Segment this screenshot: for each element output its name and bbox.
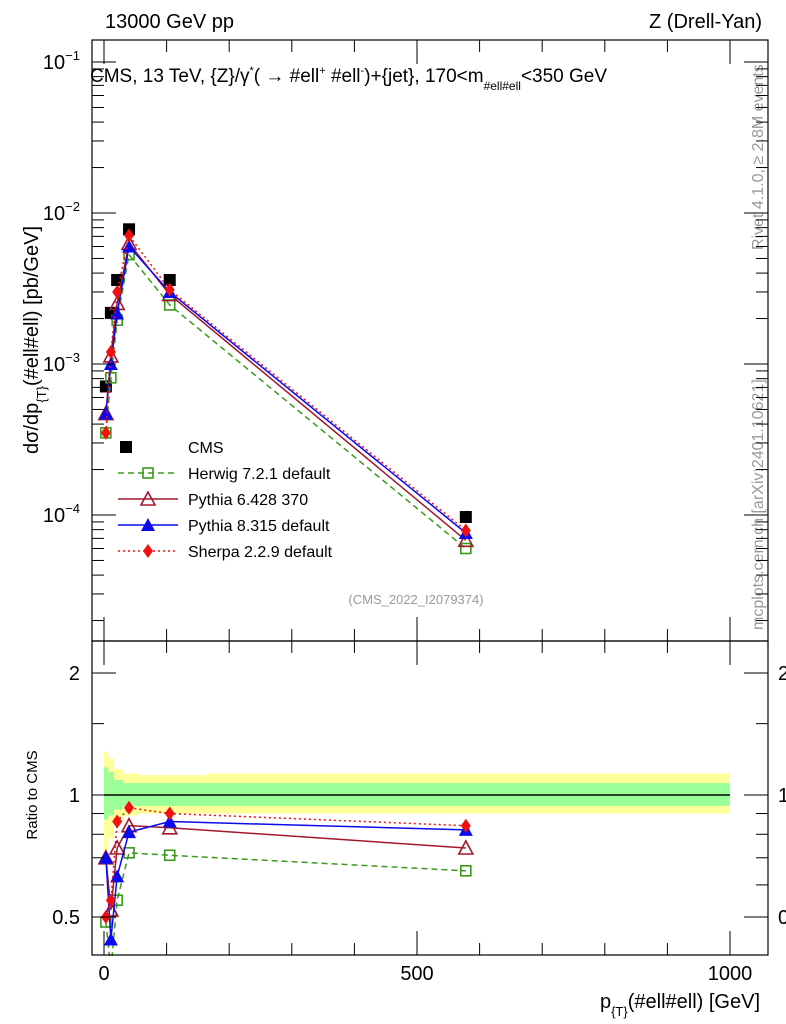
rivet-version-label: Rivet 4.1.0, ≥ 2.8M events xyxy=(750,64,767,250)
data-point-pythia-8-315-default xyxy=(110,306,125,320)
data-point-sherpa-2-2-9-default xyxy=(164,806,175,821)
ratio-y-tick-label-left: 2 xyxy=(69,663,80,685)
series-line-sherpa-2-2-9-default xyxy=(105,233,467,532)
ratio-y-tick-label-right: 0.5 xyxy=(778,907,786,929)
series-line-herwig-7-2-1-default xyxy=(105,852,466,971)
ratio-y-tick-label-right: 1 xyxy=(778,785,786,807)
uncertainty-band-green xyxy=(108,771,115,816)
data-point-herwig-7-2-1-default xyxy=(460,865,472,877)
data-point-cms xyxy=(459,510,472,523)
x-axis-label: p{T}(#ell#ell) [GeV] xyxy=(600,991,760,1019)
ratio-plot-frame xyxy=(91,640,769,956)
data-point-sherpa-2-2-9-default xyxy=(164,282,175,297)
legend-marker xyxy=(142,467,154,479)
y-axis-label: dσ/dp{T}(#ell#ell) [pb/GeV] xyxy=(21,226,49,454)
data-point-sherpa-2-2-9-default xyxy=(105,345,116,360)
analysis-id-annotation: (CMS_2022_I2079374) xyxy=(348,592,483,607)
data-point-sherpa-2-2-9-default xyxy=(124,800,135,815)
legend-label: Pythia 6.428 370 xyxy=(188,492,308,509)
data-point-herwig-7-2-1-default xyxy=(460,542,472,555)
y-tick-label: 10−2 xyxy=(43,199,80,225)
x-tick-label: 1000 xyxy=(708,963,753,985)
legend-label: Herwig 7.2.1 default xyxy=(188,466,331,483)
plot-title: CMS, 13 TeV, {Z}/γ*( → #ell+ #ell-)+{jet… xyxy=(90,65,607,93)
data-point-pythia-8-315-default xyxy=(103,932,118,946)
data-point-herwig-7-2-1-default xyxy=(163,849,176,862)
header-left: 13000 GeV pp xyxy=(105,11,234,33)
y-tick-label: 10−4 xyxy=(43,501,80,527)
x-tick-label: 0 xyxy=(98,963,109,985)
data-point-pythia-6-428-370 xyxy=(457,531,475,548)
data-point-cms xyxy=(163,273,176,286)
data-point-pythia-8-315-default xyxy=(110,869,125,883)
axis-mask xyxy=(93,956,769,986)
legend-marker xyxy=(139,490,157,506)
data-point-sherpa-2-2-9-default xyxy=(460,523,471,538)
ratio-y-tick-label-left: 1 xyxy=(69,785,80,807)
legend-label: CMS xyxy=(188,440,224,457)
y-tick-label: 10−1 xyxy=(43,48,80,74)
mcplots-label: mcplots.cern.ch [arXiv:2401.10621] xyxy=(750,379,767,630)
data-point-pythia-8-315-default xyxy=(162,814,177,828)
data-point-pythia-6-428-370 xyxy=(457,839,475,855)
ratio-y-tick-label-right: 2 xyxy=(778,663,786,685)
uncertainty-band-green xyxy=(104,767,109,820)
series-line-pythia-8-315-default xyxy=(105,244,467,534)
data-point-sherpa-2-2-9-default xyxy=(460,818,471,833)
y-tick-label: 10−3 xyxy=(43,350,80,376)
legend-label: Sherpa 2.2.9 default xyxy=(188,544,333,561)
x-tick-label: 500 xyxy=(400,963,433,985)
legend-label: Pythia 8.315 default xyxy=(188,518,330,535)
ratio-y-tick-label-left: 0.5 xyxy=(52,907,80,929)
data-point-pythia-8-315-default xyxy=(122,825,137,839)
series-line-sherpa-2-2-9-default xyxy=(105,806,466,918)
series-line-pythia-8-315-default xyxy=(105,820,466,940)
legend-marker xyxy=(141,518,155,531)
legend-marker xyxy=(120,441,132,453)
data-point-herwig-7-2-1-default xyxy=(105,372,117,384)
data-point-pythia-6-428-370 xyxy=(108,839,126,855)
data-point-pythia-8-315-default xyxy=(98,850,113,864)
legend-marker xyxy=(143,544,153,558)
data-point-sherpa-2-2-9-default xyxy=(112,814,123,829)
data-point-sherpa-2-2-9-default xyxy=(112,284,123,299)
data-point-sherpa-2-2-9-default xyxy=(124,228,135,243)
data-point-pythia-8-315-default xyxy=(98,406,113,420)
data-point-sherpa-2-2-9-default xyxy=(105,893,116,908)
data-point-sherpa-2-2-9-default xyxy=(100,425,111,440)
ratio-y-axis-label: Ratio to CMS xyxy=(24,750,41,839)
data-point-pythia-8-315-default xyxy=(122,239,137,253)
legend: CMS Herwig 7.2.1 default Pythia 6.428 370 P… xyxy=(118,440,333,561)
header-right: Z (Drell-Yan) xyxy=(649,11,762,33)
